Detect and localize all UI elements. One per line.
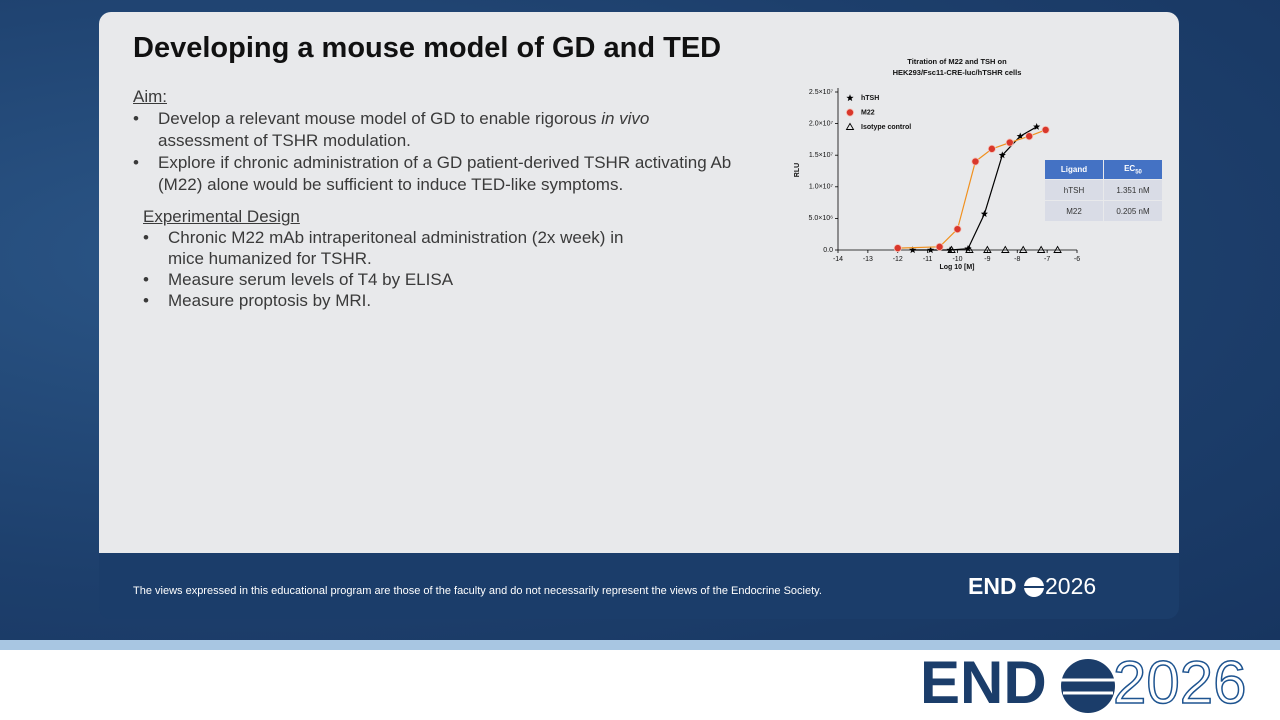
cell: 0.205 nM <box>1104 201 1162 221</box>
circle-marker <box>971 157 980 166</box>
table-row: hTSH 1.351 nM <box>1045 180 1162 200</box>
logo-text: 2026 <box>1045 573 1096 599</box>
logo-text: 2026 <box>1113 649 1246 716</box>
aim-bullet: Explore if chronic administration of a G… <box>133 152 743 196</box>
text: EC <box>1124 163 1136 173</box>
circle-marker <box>846 108 855 117</box>
x-tick-label: -8 <box>1014 256 1020 263</box>
footer-band <box>99 553 1179 619</box>
header-cell: Ligand <box>1045 160 1103 179</box>
triangle-marker <box>983 245 992 253</box>
circle-marker <box>893 244 902 253</box>
divider <box>0 640 1280 650</box>
text: Explore if chronic administration of a G… <box>158 153 732 194</box>
x-tick-label: -12 <box>893 256 903 263</box>
aim-list: Develop a relevant mouse model of GD to … <box>133 108 743 196</box>
y-tick-label: 1.0×10⁷ <box>809 184 834 191</box>
design-list: Chronic M22 mAb intraperitoneal administ… <box>143 227 643 311</box>
aim-bullet: Develop a relevant mouse model of GD to … <box>133 108 743 152</box>
x-tick-label: -9 <box>984 256 990 263</box>
cell: hTSH <box>1045 180 1103 200</box>
star-marker <box>980 210 988 218</box>
cell: M22 <box>1045 201 1103 221</box>
fit-curve <box>897 129 1046 249</box>
design-bullet: Measure proptosis by MRI. <box>143 290 643 311</box>
text-italic: in vivo <box>601 109 650 128</box>
y-tick-label: 0.0 <box>823 247 833 254</box>
triangle-marker <box>947 245 956 253</box>
slide-title: Developing a mouse model of GD and TED <box>133 32 722 64</box>
x-tick-label: -10 <box>952 256 962 263</box>
disclaimer: The views expressed in this educational … <box>133 585 822 597</box>
circle-marker <box>953 225 962 234</box>
legend-label: M22 <box>861 109 875 116</box>
triangle-marker <box>845 122 855 130</box>
design-heading: Experimental Design <box>143 207 300 226</box>
table-row: M22 0.205 nM <box>1045 201 1162 221</box>
circle-marker <box>1041 125 1050 134</box>
y-tick-label: 5.0×10⁶ <box>809 215 834 222</box>
triangle-marker <box>1036 245 1046 253</box>
logo-globe <box>1061 659 1115 713</box>
chart-title: Titration of M22 and TSH on <box>907 57 1007 66</box>
triangle-marker <box>1018 245 1028 253</box>
circle-marker <box>1005 138 1014 147</box>
x-tick-label: -7 <box>1044 256 1050 263</box>
x-tick-label: -13 <box>863 256 873 263</box>
star-marker <box>998 151 1006 159</box>
triangle-marker <box>1001 245 1010 253</box>
legend-label: hTSH <box>861 95 879 102</box>
header-cell: EC50 <box>1104 160 1162 179</box>
logo-text: END <box>968 573 1017 599</box>
triangle-marker <box>1053 245 1062 253</box>
logo-text: END <box>920 649 1047 716</box>
chart-title: HEK293/Fsc11-CRE-luc/hTSHR cells <box>893 68 1022 77</box>
x-axis-label: Log 10 [M] <box>940 264 975 271</box>
big-logo: END 2026 <box>920 648 1247 717</box>
aim-heading: Aim: <box>133 87 167 106</box>
star-marker <box>1033 122 1041 130</box>
star-marker <box>846 94 854 102</box>
y-tick-label: 2.5×10⁷ <box>809 89 834 96</box>
star-marker <box>927 246 935 254</box>
y-tick-label: 2.0×10⁷ <box>809 120 834 127</box>
table-header: Ligand EC50 <box>1045 160 1162 179</box>
text: Develop a relevant mouse model of GD to … <box>158 109 602 128</box>
ec50-table: Ligand EC50 hTSH 1.351 nM M22 0.205 nM <box>1044 159 1163 222</box>
x-tick-label: -11 <box>923 256 933 263</box>
star-marker <box>1016 132 1024 140</box>
text: assessment of TSHR modulation. <box>158 131 411 150</box>
y-tick-label: 1.5×10⁷ <box>809 152 834 159</box>
circle-marker <box>1025 132 1034 141</box>
x-tick-label: -14 <box>833 256 843 263</box>
circle-marker <box>935 242 944 251</box>
star-marker <box>909 246 917 254</box>
design-bullet: Chronic M22 mAb intraperitoneal administ… <box>143 227 643 269</box>
y-axis-label: RLU <box>794 163 801 177</box>
design-bullet: Measure serum levels of T4 by ELISA <box>143 269 643 290</box>
triangle-marker <box>965 245 974 253</box>
small-logo: END 2026 <box>968 573 1096 599</box>
design-block: Experimental Design Chronic M22 mAb intr… <box>143 206 643 311</box>
legend-label: Isotype control <box>861 124 911 131</box>
cell: 1.351 nM <box>1104 180 1162 200</box>
circle-marker <box>987 144 996 153</box>
aim-block: Aim: Develop a relevant mouse model of G… <box>133 86 743 196</box>
fit-curve <box>912 126 1037 251</box>
text: 50 <box>1135 169 1142 176</box>
x-tick-label: -6 <box>1074 256 1080 263</box>
